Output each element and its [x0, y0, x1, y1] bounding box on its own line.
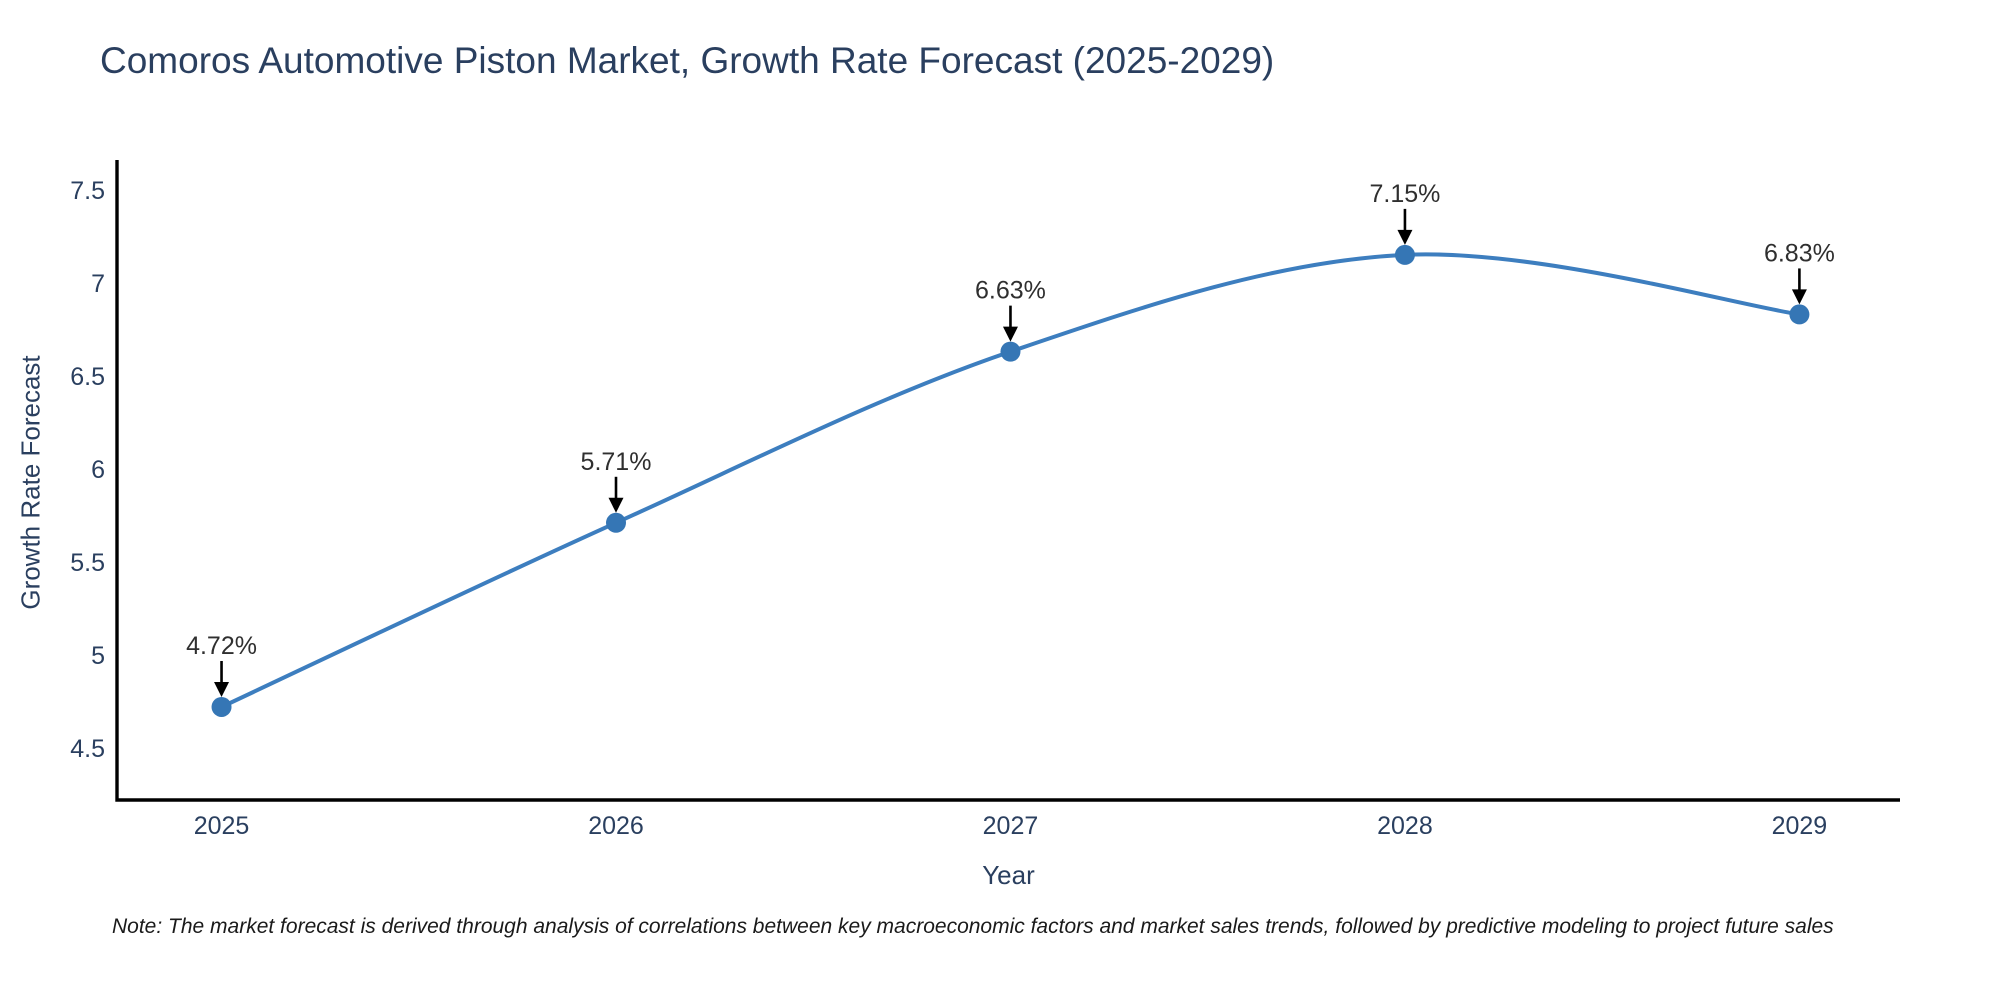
- footnote: Note: The market forecast is derived thr…: [112, 915, 1834, 938]
- annotation-label: 4.72%: [186, 632, 257, 660]
- annotation-label: 6.83%: [1764, 239, 1835, 267]
- annotation-label: 5.71%: [581, 448, 652, 476]
- x-tick-label: 2027: [983, 812, 1039, 840]
- annotation-arrowhead-icon: [1002, 326, 1018, 342]
- data-point-marker: [211, 696, 232, 717]
- y-tick-label: 5: [91, 642, 105, 670]
- x-tick-label: 2025: [194, 812, 250, 840]
- x-tick-label: 2028: [1377, 812, 1433, 840]
- annotation-arrowhead-icon: [1791, 289, 1807, 305]
- axis-spines: [115, 160, 1900, 802]
- data-point-marker: [1789, 304, 1810, 325]
- x-axis-title: Year: [982, 860, 1035, 890]
- annotation-arrowhead-icon: [1397, 229, 1413, 245]
- y-tick-label: 6: [91, 456, 105, 484]
- y-tick-label: 7: [91, 270, 105, 298]
- y-tick-label: 4.5: [70, 735, 105, 763]
- annotation-label: 6.63%: [975, 277, 1046, 305]
- annotation-arrowhead-icon: [608, 497, 624, 513]
- data-point-marker: [1394, 244, 1415, 265]
- annotation-arrowhead-icon: [214, 681, 230, 697]
- x-tick-label: 2026: [588, 812, 644, 840]
- data-point-marker: [606, 512, 627, 533]
- annotation-label: 7.15%: [1369, 180, 1440, 208]
- y-tick-label: 5.5: [70, 549, 105, 577]
- y-tick-label: 6.5: [70, 363, 105, 391]
- data-point-marker: [1000, 341, 1021, 362]
- chart-title: Comoros Automotive Piston Market, Growth…: [100, 40, 1275, 81]
- x-tick-label: 2029: [1772, 812, 1828, 840]
- y-tick-label: 7.5: [70, 177, 105, 205]
